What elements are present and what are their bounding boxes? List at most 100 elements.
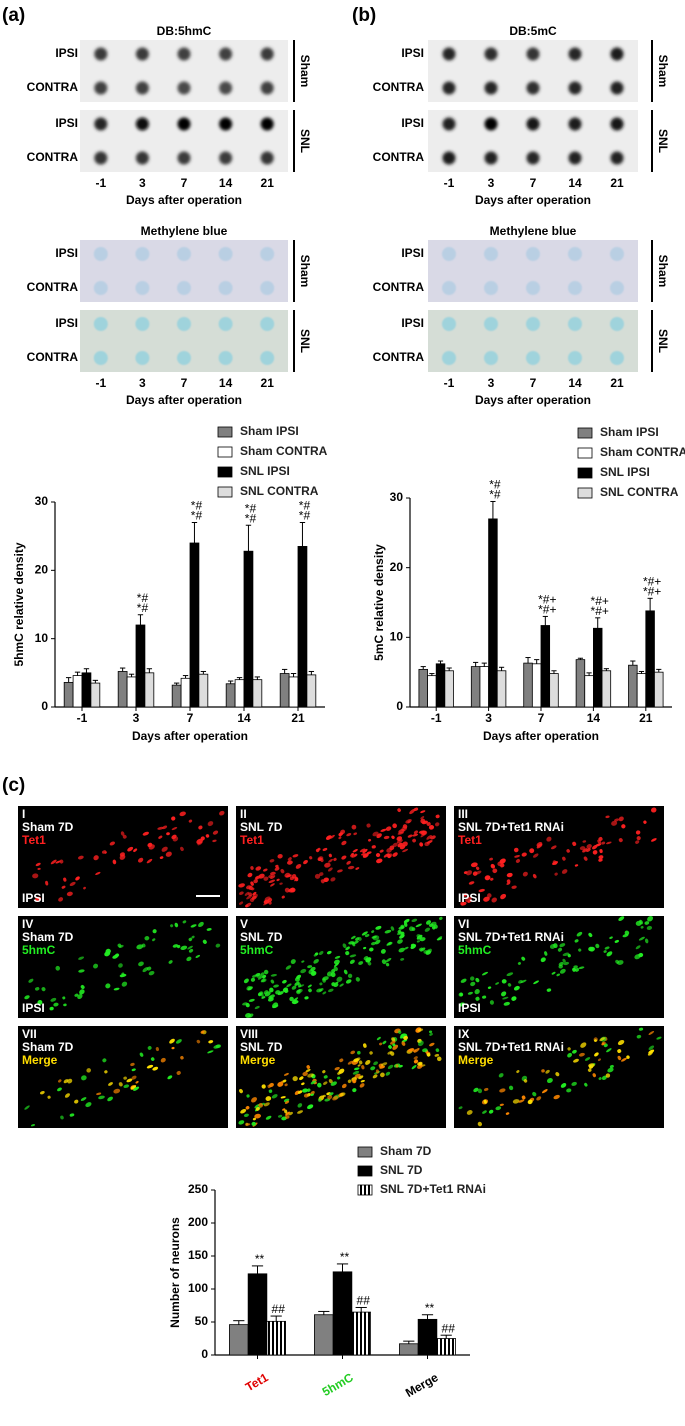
cell: [331, 982, 336, 987]
cell: [572, 1049, 577, 1054]
cell: [300, 968, 307, 974]
cell: [382, 1040, 387, 1045]
cell: [341, 1083, 347, 1089]
cell: [640, 925, 644, 929]
cell: [98, 1095, 105, 1100]
stain-label: Tet1: [458, 833, 482, 847]
panel-numeral: II: [240, 807, 247, 821]
cell: [584, 1082, 588, 1087]
error-bar: [182, 675, 189, 679]
x-tick-label: 14: [237, 711, 251, 725]
cell: [206, 928, 212, 931]
legend-label: SNL 7D+Tet1 RNAi: [380, 1182, 486, 1196]
legend-swatch: [577, 487, 593, 499]
cell: [285, 965, 292, 970]
blot-dot: [442, 47, 456, 61]
cell: [32, 873, 39, 879]
cell: [562, 958, 566, 963]
cell: [352, 849, 358, 853]
cell: [426, 822, 431, 826]
cell: [400, 958, 405, 961]
error-bar: [446, 667, 452, 671]
cell: [158, 835, 163, 839]
stain-dot: [484, 351, 498, 365]
error-bar: [245, 524, 252, 552]
stain-dot: [218, 281, 233, 295]
x-tick-label: 21: [639, 711, 653, 725]
legend-swatch: [357, 1184, 373, 1196]
cell: [417, 1028, 424, 1032]
cell: [595, 843, 602, 847]
cell: [351, 853, 355, 856]
cell: [376, 858, 383, 864]
cell: [250, 977, 256, 982]
cell: [587, 1068, 592, 1072]
cell: [500, 893, 507, 900]
cell: [63, 877, 67, 882]
cell: [337, 869, 343, 873]
cell: [177, 945, 181, 949]
bar: [435, 663, 446, 708]
blot-dot: [260, 47, 274, 61]
blot-dot: [484, 117, 498, 131]
cell: [118, 963, 123, 968]
blot-dot: [177, 81, 191, 95]
cell: [120, 831, 125, 836]
cell: [370, 1066, 376, 1071]
cell: [545, 1069, 550, 1074]
cell: [430, 835, 436, 840]
cell: [357, 1050, 361, 1055]
error-bar: [318, 1310, 330, 1315]
cell: [380, 828, 387, 832]
cell: [200, 1030, 205, 1034]
blot-dot: [177, 117, 191, 131]
legend-swatch: [217, 466, 233, 478]
cell: [506, 879, 511, 884]
cell: [392, 823, 397, 829]
cell: [506, 872, 513, 878]
cell: [315, 848, 320, 853]
cell: [35, 862, 41, 867]
cell: [270, 883, 275, 887]
side-label: IPSI: [22, 891, 45, 905]
cell: [343, 969, 348, 975]
cell: [345, 979, 352, 984]
cell: [319, 982, 323, 986]
cell: [345, 946, 350, 951]
bar: [135, 624, 146, 708]
cell: [412, 833, 419, 837]
bar: [72, 675, 83, 708]
cell: [412, 838, 416, 843]
cell: [605, 1073, 611, 1078]
cell: [588, 932, 593, 938]
bar: [636, 673, 647, 708]
stain-dot: [442, 317, 456, 331]
cell: [301, 1082, 305, 1086]
cell: [55, 860, 61, 864]
cell: [404, 946, 409, 950]
cell: [270, 974, 277, 977]
blot-dot: [442, 151, 456, 165]
blot-dot: [526, 117, 540, 131]
bar: [198, 673, 209, 708]
cell: [459, 992, 463, 997]
cell: [258, 1103, 263, 1108]
bar: [470, 666, 481, 708]
cell: [327, 1094, 333, 1100]
cell: [41, 987, 46, 992]
cell: [417, 1061, 423, 1066]
error-bar: [254, 676, 261, 680]
legend-label: SNL CONTRA: [600, 485, 679, 499]
cell: [147, 842, 153, 848]
bar: [63, 682, 74, 708]
cell: [63, 1003, 67, 1007]
cell: [299, 1076, 304, 1081]
cell: [24, 1105, 30, 1110]
cell: [551, 971, 556, 975]
cell: [355, 977, 360, 982]
cell: [345, 951, 350, 956]
bar: [531, 663, 542, 708]
cell: [347, 1060, 354, 1065]
x-axis-title: Days after operation: [126, 193, 242, 207]
cell: [302, 1071, 308, 1077]
